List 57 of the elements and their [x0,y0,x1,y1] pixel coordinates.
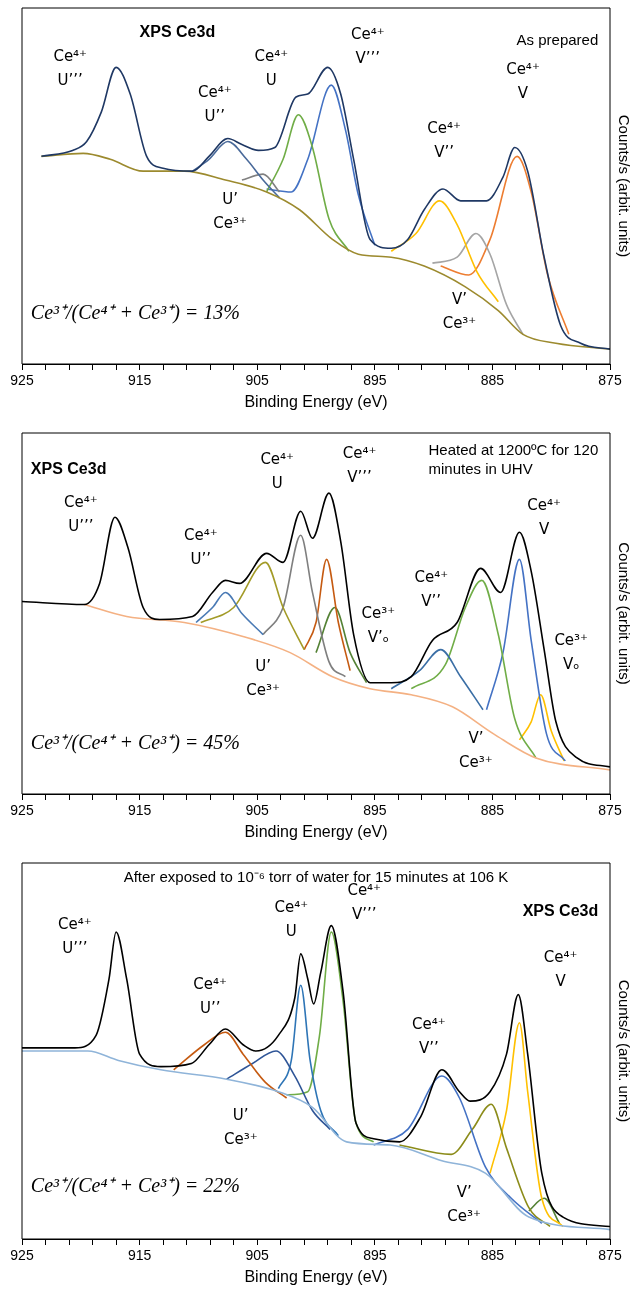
annotation: V’ Ce³⁺ [447,1183,481,1226]
x-tick-label: 885 [480,1247,505,1264]
annotation: U’ Ce³⁺ [223,1105,258,1148]
y-axis-title: Counts/s (arbit. units) [615,114,633,258]
x-tick-label: 905 [245,1247,270,1264]
x-tick-label: 925 [10,372,34,389]
annotation: Ce⁴⁺ U [274,898,309,941]
annotation: Ce⁴⁺ V [506,60,540,103]
annotation: Ce⁴⁺ U’’ [198,83,232,126]
chart-subtitle: XPS Ce3d [139,23,216,41]
annotation: Ce⁴⁺ V [543,948,578,991]
annotation: Ce³⁺/(Ce⁴⁺ + Ce³⁺) = 45% [30,730,240,754]
x-tick-label: 915 [127,802,152,819]
chart-title: As prepared [516,30,599,48]
annotation: Ce⁴⁺ U’’ [183,525,218,568]
y-axis-title: Counts/s (arbit. units) [615,542,633,685]
annotation: Ce³⁺ V’ₒ [361,604,396,647]
text: Ce⁴⁺ V’’’ [342,443,377,486]
x-axis-title: Binding Energy (eV) [244,392,388,410]
annotation: Ce⁴⁺ U’’ [193,975,227,1018]
text: Ce⁴⁺ U [260,450,295,493]
x-tick-label: 885 [480,372,505,389]
x-tick-label: 915 [127,1247,152,1264]
annotation: Ce⁴⁺ U [254,47,289,90]
annotation: Ce³⁺/(Ce⁴⁺ + Ce³⁺) = 22% [30,1173,240,1197]
annotation: U’ Ce³⁺ [246,657,280,700]
annotation: U’ Ce³⁺ [213,189,247,232]
annotation: Ce⁴⁺ V [527,496,561,539]
x-tick-label: 895 [363,372,387,389]
annotation: Ce⁴⁺ U’’’ [58,914,92,957]
x-tick-label: 875 [598,1247,622,1264]
annotation: Ce⁴⁺ U’’’ [53,47,88,90]
x-tick-label: 925 [10,802,34,819]
annotation: Ce³⁺/(Ce⁴⁺ + Ce³⁺) = 13% [30,301,240,325]
x-tick-label: 915 [127,372,152,389]
x-tick-label: 885 [480,802,505,819]
chart-subtitle: XPS Ce3d [522,902,599,920]
y-axis-title: Counts/s (arbit. units) [615,979,633,1123]
x-axis-title: Binding Energy (eV) [244,822,388,840]
x-tick-label: 925 [10,1247,34,1264]
x-tick-label: 905 [245,802,270,819]
chart-subtitle: XPS Ce3d [30,459,107,477]
x-tick-label: 875 [598,802,622,819]
x-tick-label: 875 [598,372,622,389]
annotation: Ce⁴⁺ V’’ [427,118,461,161]
text: Ce⁴⁺ V’’’ [350,24,385,67]
annotation: Ce⁴⁺ V’’ [412,1015,446,1058]
annotation: Ce³⁺ Vₒ [554,630,589,673]
annotation: Ce⁴⁺ U’’’ [63,492,98,535]
annotation: V’ Ce³⁺ [459,729,493,772]
x-tick-label: 895 [363,802,387,819]
x-axis-title: Binding Energy (eV) [244,1267,388,1285]
x-tick-label: 905 [245,372,270,389]
annotation: V’ Ce³⁺ [442,290,477,333]
chart-title: Heated at 1200ºC for 120 minutes in UHV [428,441,599,478]
annotation: Ce⁴⁺ V’’ [414,568,449,611]
x-tick-label: 895 [363,1247,387,1264]
